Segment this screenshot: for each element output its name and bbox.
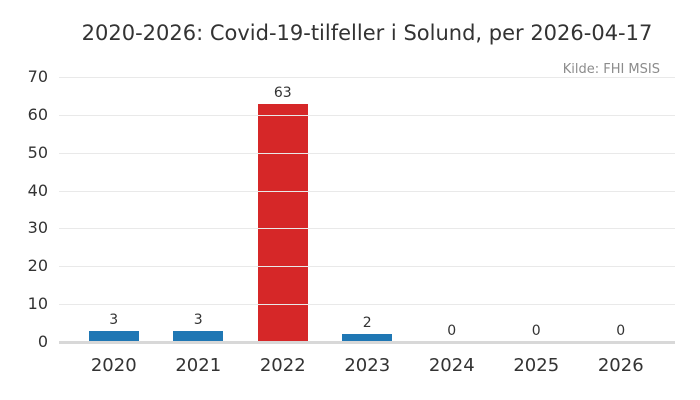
x-tick-label-2022: 2022: [259, 355, 306, 376]
x-tick-label-2024: 2024: [428, 355, 475, 376]
x-tick-label-2026: 2026: [597, 355, 644, 376]
y-axis-tick-labels: 0 10 20 30 40 50 60 70: [0, 68, 48, 351]
x-tick-label-2025: 2025: [513, 355, 560, 376]
gridline-y-60: [59, 114, 675, 116]
plot-area: 3 3 63 2 0 0 0: [59, 77, 675, 344]
bar-value-label-2020: 3: [109, 311, 119, 328]
bar-2023: [342, 334, 393, 342]
bar-2021: [173, 330, 224, 342]
x-tick-label-2020: 2020: [90, 355, 137, 376]
bar-2022: [257, 103, 308, 342]
y-tick-label-70: 70: [27, 67, 48, 86]
y-tick-label-60: 60: [27, 104, 48, 124]
gridline-y-40: [59, 190, 675, 192]
bars-container: 3 3 63 2 0 0 0: [72, 77, 664, 342]
bar-value-label-2021: 3: [193, 311, 203, 328]
bar-column-2025: 0: [494, 77, 579, 342]
gridline-y-70: [59, 77, 675, 78]
gridline-y-10: [59, 304, 675, 306]
bar-column-2026: 0: [579, 77, 664, 342]
y-tick-label-40: 40: [27, 180, 48, 200]
gridline-y-30: [59, 228, 675, 230]
bar-column-2023: 2: [325, 77, 410, 342]
bar-column-2021: 3: [156, 77, 241, 342]
x-axis-tick-labels: 2020 2021 2022 2023 2024 2025 2026: [72, 355, 664, 376]
bar-2020: [88, 330, 139, 342]
chart-title: 2020-2026: Covid-19-tilfeller i Solund, …: [81, 21, 653, 45]
gridline-y-50: [59, 152, 675, 154]
bar-column-2020: 3: [72, 77, 157, 342]
bar-column-2024: 0: [410, 77, 495, 342]
x-axis-baseline: [59, 341, 675, 344]
bar-value-label-2025: 0: [531, 323, 541, 339]
bar-column-2022: 63: [241, 77, 326, 342]
y-tick-label-10: 10: [27, 294, 48, 314]
bar-value-label-2022: 63: [273, 84, 292, 101]
source-label: Kilde: FHI MSIS: [562, 62, 660, 77]
x-tick-label-2023: 2023: [344, 355, 391, 376]
bar-value-label-2026: 0: [616, 323, 626, 339]
bar-value-label-2023: 2: [362, 315, 372, 332]
y-tick-label-30: 30: [27, 218, 48, 238]
y-tick-label-0: 0: [37, 332, 48, 351]
bar-value-label-2024: 0: [447, 323, 457, 339]
x-tick-label-2021: 2021: [175, 355, 222, 376]
gridline-y-20: [59, 266, 675, 268]
y-tick-label-50: 50: [27, 142, 48, 162]
y-tick-label-20: 20: [27, 256, 48, 276]
